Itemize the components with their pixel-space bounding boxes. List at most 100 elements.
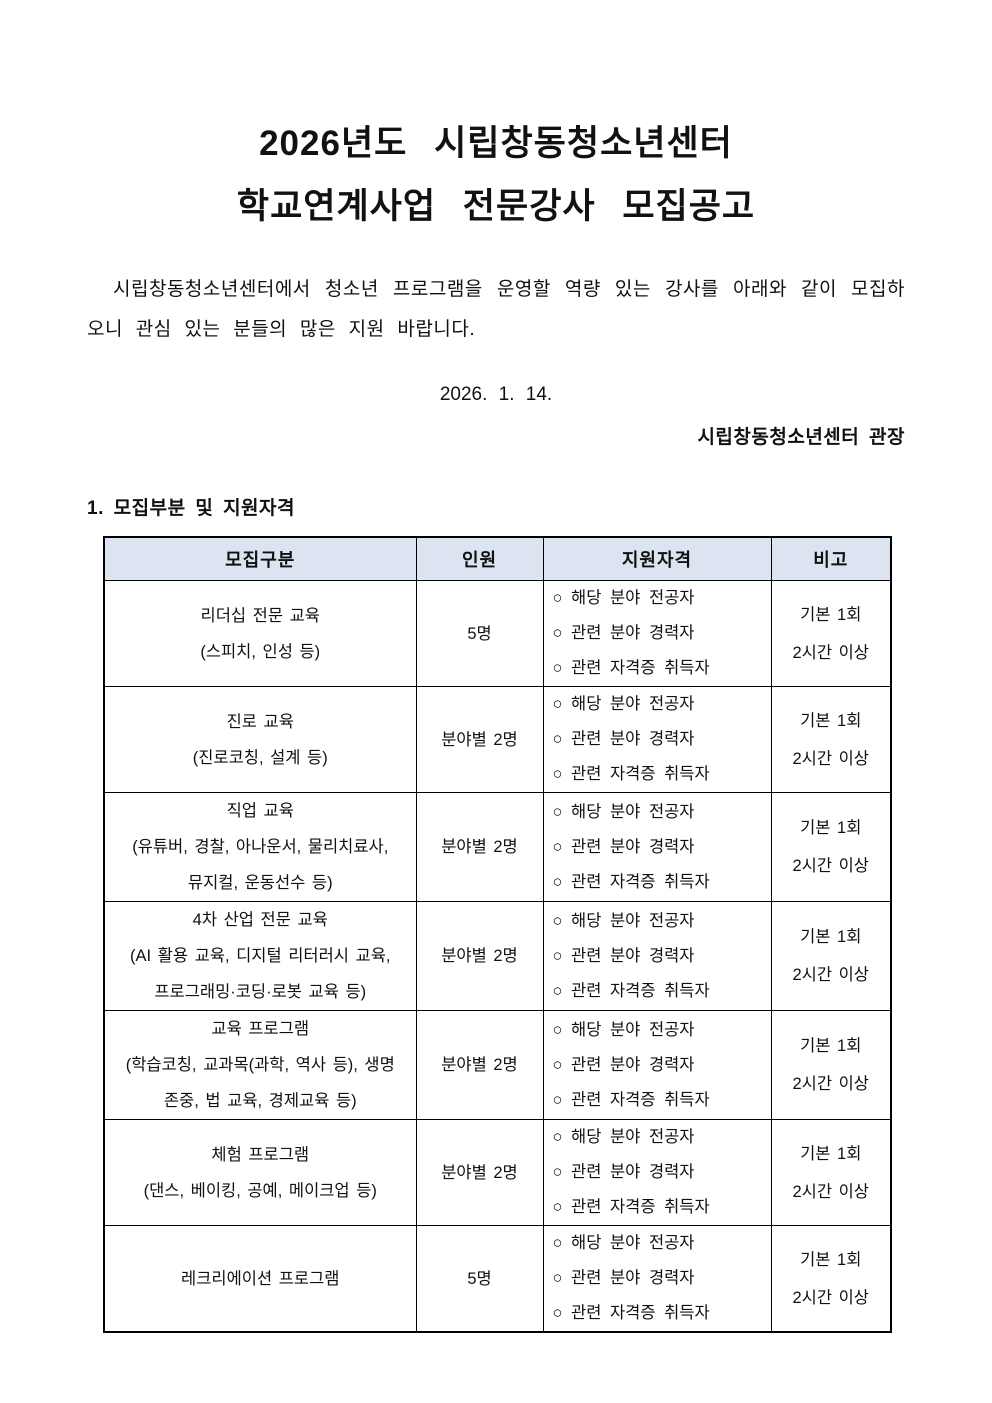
column-header-2: 인원 [415, 536, 544, 581]
note-cell: 기본 1회 2시간 이상 [770, 1010, 892, 1120]
note-cell-line: 2시간 이상 [792, 857, 869, 875]
category-cell-line: (댄스, 베이킹, 공예, 메이크업 등) [143, 1181, 377, 1200]
qualifications-cell-line: ○ 관련 자격증 취득자 [552, 981, 710, 1000]
count-cell: 분야별 2명 [415, 901, 544, 1011]
note-cell-line: 기본 1회 [800, 1144, 862, 1163]
note-cell-line: 기본 1회 [800, 1037, 862, 1055]
recruitment-table: 모집구분 인원 지원자격 비고 리더십 전문 교육 (스피치, 인성 등) 5명 ○ 해당 … [103, 536, 892, 1333]
category-cell-line: 4차 산업 전문 교육 [192, 911, 328, 929]
document-title: 2026년도 시립창동청소년센터 학교연계사업 전문강사 모집공고 [87, 0, 905, 238]
note-cell: 기본 1회 2시간 이상 [770, 901, 892, 1011]
category-cell: 4차 산업 전문 교육 (AI 활용 교육, 디지털 리터러시 교육, 프로그래밍·… [103, 901, 417, 1011]
category-cell-line: 존중, 법 교육, 경제교육 등) [163, 1092, 357, 1110]
count-cell-line: 분야별 2명 [441, 1056, 518, 1074]
signature-line: 시립창동청소년센터 관장 [697, 427, 905, 448]
note-cell-line: 기본 1회 [800, 928, 862, 946]
count-cell-line: 분야별 2명 [441, 730, 518, 749]
section-1-heading: 1. 모집부분 및 지원자격 [87, 498, 296, 519]
note-cell: 기본 1회 2시간 이상 [770, 686, 892, 793]
qualifications-cell-line: ○ 해당 분야 전공자 [552, 1234, 695, 1252]
category-cell: 리더십 전문 교육 (스피치, 인성 등) [103, 580, 417, 687]
category-cell-line: 뮤지컬, 운동선수 등) [187, 874, 333, 892]
column-header-3: 지원자격 [542, 536, 772, 581]
count-cell-line: 분야별 2명 [441, 947, 518, 965]
category-cell-line: (유튜버, 경찰, 아나운서, 물리치료사, [132, 838, 389, 856]
table-row: 직업 교육 (유튜버, 경찰, 아나운서, 물리치료사, 뮤지컬, 운동선수 등) 분… [103, 792, 892, 902]
qualifications-cell-line: ○ 관련 자격증 취득자 [552, 1304, 710, 1322]
category-cell-line: 레크리에이션 프로그램 [181, 1269, 340, 1288]
qualifications-cell-line: ○ 관련 분야 경력자 [552, 1269, 695, 1287]
note-cell-line: 2시간 이상 [792, 749, 869, 768]
category-cell-line: (학습코칭, 교과목(과학, 역사 등), 생명 [125, 1056, 395, 1074]
qualifications-cell-line: ○ 해당 분야 전공자 [552, 1128, 695, 1146]
qualifications-cell-line: ○ 관련 분야 경력자 [552, 1055, 695, 1074]
count-cell-line: 분야별 2명 [441, 838, 518, 856]
category-cell-line: 리더십 전문 교육 [200, 606, 320, 625]
qualifications-cell-line: ○ 관련 자격증 취득자 [552, 1198, 710, 1216]
category-cell: 레크리에이션 프로그램 [103, 1225, 417, 1333]
title-line-1: 2026년도 시립창동청소년센터 [259, 124, 733, 163]
table-row: 4차 산업 전문 교육 (AI 활용 교육, 디지털 리터러시 교육, 프로그래밍·… [103, 901, 892, 1011]
document-date: 2026. 1. 14. [439, 384, 553, 405]
qualifications-cell-line: ○ 관련 분야 경력자 [552, 837, 695, 856]
column-header-1: 모집구분 [103, 536, 417, 581]
note-cell-line: 2시간 이상 [792, 643, 869, 662]
category-cell-line: 프로그래밍·코딩·로봇 교육 등) [154, 983, 367, 1001]
qualifications-cell-line: ○ 해당 분야 전공자 [552, 695, 695, 713]
qualifications-cell: ○ 해당 분야 전공자 ○ 관련 분야 경력자 ○ 관련 자격증 취득자 [542, 1225, 772, 1333]
qualifications-cell-line: ○ 관련 분야 경력자 [552, 624, 695, 642]
note-cell-line: 기본 1회 [800, 819, 862, 837]
qualifications-cell-line: ○ 관련 분야 경력자 [552, 730, 695, 748]
category-cell-line: 직업 교육 [226, 802, 294, 820]
qualifications-cell: ○ 해당 분야 전공자 ○ 관련 분야 경력자 ○ 관련 자격증 취득자 [542, 580, 772, 687]
count-cell-line: 5명 [467, 624, 492, 643]
qualifications-cell-line: ○ 해당 분야 전공자 [552, 802, 695, 821]
category-cell: 진로 교육 (진로코칭, 설계 등) [103, 686, 417, 793]
count-cell: 분야별 2명 [415, 686, 544, 793]
note-cell-line: 2시간 이상 [792, 966, 869, 984]
count-cell: 분야별 2명 [415, 1010, 544, 1120]
qualifications-cell: ○ 해당 분야 전공자 ○ 관련 분야 경력자 ○ 관련 자격증 취득자 [542, 686, 772, 793]
column-header-4: 비고 [770, 536, 892, 581]
category-cell-line: (진로코칭, 설계 등) [192, 748, 328, 767]
intro-paragraph: 시립창동청소년센터에서 청소년 프로그램을 운영할 역량 있는 강사를 아래와 … [87, 279, 905, 340]
count-cell: 5명 [415, 580, 544, 687]
category-cell: 직업 교육 (유튜버, 경찰, 아나운서, 물리치료사, 뮤지컬, 운동선수 등) [103, 792, 417, 902]
qualifications-cell: ○ 해당 분야 전공자 ○ 관련 분야 경력자 ○ 관련 자격증 취득자 [542, 901, 772, 1011]
recruitment-table-body: 리더십 전문 교육 (스피치, 인성 등) 5명 ○ 해당 분야 전공자 ○ 관련 분야… [103, 580, 892, 1333]
qualifications-cell-line: ○ 해당 분야 전공자 [552, 589, 695, 607]
count-cell-line: 5명 [467, 1269, 492, 1288]
note-cell-line: 2시간 이상 [792, 1075, 869, 1093]
qualifications-cell: ○ 해당 분야 전공자 ○ 관련 분야 경력자 ○ 관련 자격증 취득자 [542, 792, 772, 902]
qualifications-cell-line: ○ 해당 분야 전공자 [552, 1020, 695, 1039]
count-cell-line: 분야별 2명 [441, 1163, 518, 1182]
qualifications-cell-line: ○ 관련 분야 경력자 [552, 946, 695, 965]
note-cell: 기본 1회 2시간 이상 [770, 580, 892, 687]
note-cell-line: 기본 1회 [800, 605, 862, 624]
qualifications-cell-line: ○ 관련 자격증 취득자 [552, 765, 710, 783]
category-cell-line: (스피치, 인성 등) [200, 642, 321, 661]
title-line-2: 학교연계사업 전문강사 모집공고 [236, 187, 756, 226]
category-cell-line: (AI 활용 교육, 디지털 리터러시 교육, [129, 947, 391, 965]
qualifications-cell: ○ 해당 분야 전공자 ○ 관련 분야 경력자 ○ 관련 자격증 취득자 [542, 1010, 772, 1120]
qualifications-cell-line: ○ 관련 분야 경력자 [552, 1163, 695, 1181]
category-cell-line: 체험 프로그램 [211, 1145, 310, 1164]
note-cell-line: 기본 1회 [800, 1250, 862, 1269]
qualifications-cell-line: ○ 관련 자격증 취득자 [552, 872, 710, 891]
note-cell: 기본 1회 2시간 이상 [770, 792, 892, 902]
count-cell: 분야별 2명 [415, 1119, 544, 1226]
category-cell-line: 진로 교육 [226, 712, 294, 731]
note-cell-line: 기본 1회 [800, 711, 862, 730]
table-row: 레크리에이션 프로그램 5명 ○ 해당 분야 전공자 ○ 관련 분야 경력자 ○ 관련 … [103, 1225, 892, 1333]
table-row: 진로 교육 (진로코칭, 설계 등) 분야별 2명 ○ 해당 분야 전공자 ○ 관련 분… [103, 686, 892, 793]
count-cell: 분야별 2명 [415, 792, 544, 902]
table-row: 체험 프로그램 (댄스, 베이킹, 공예, 메이크업 등) 분야별 2명 ○ 해당 분… [103, 1119, 892, 1226]
category-cell: 체험 프로그램 (댄스, 베이킹, 공예, 메이크업 등) [103, 1119, 417, 1226]
qualifications-cell-line: ○ 관련 자격증 취득자 [552, 659, 710, 677]
note-cell-line: 2시간 이상 [792, 1182, 869, 1201]
category-cell-line: 교육 프로그램 [211, 1020, 310, 1038]
table-header-row: 모집구분 인원 지원자격 비고 [103, 536, 892, 581]
